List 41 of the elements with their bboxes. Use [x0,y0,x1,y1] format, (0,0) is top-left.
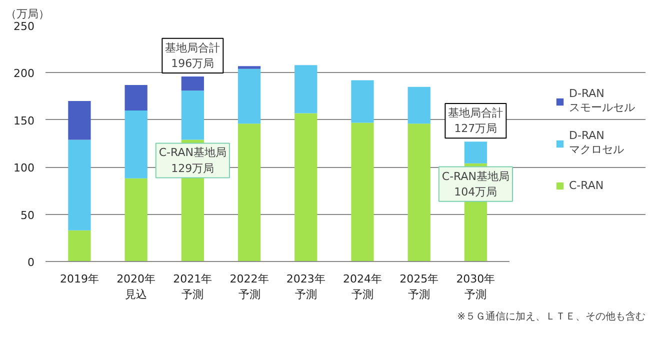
y-tick-label: 100 [14,162,35,175]
bar [68,101,91,140]
x-tick-label: 2023年予測 [286,272,326,302]
x-tick-label: 2019年 [60,272,99,286]
bar [238,66,261,69]
x-tick-label: 2025年予測 [400,272,439,302]
bar [68,140,91,230]
bar [181,76,204,91]
legend-label: C-RAN [569,178,604,194]
bar [294,65,318,114]
bar [408,86,430,124]
bar [351,80,374,123]
bar [408,124,430,262]
y-tick-label: 0 [28,256,34,269]
y-tick-label: 250 [14,20,35,33]
y-tick-label: 200 [14,67,35,80]
annotation: C-RAN基地局104万局 [442,170,510,198]
bar [124,110,148,178]
bar [351,122,374,262]
text: ※５Ｇ通信に加え、ＬＴＥ、その他も含む [457,310,646,322]
y-tick-label: 50 [20,208,35,222]
bar [238,68,261,124]
x-tick-label: 2024年予測 [342,272,382,302]
bar [124,178,148,262]
bar [181,90,204,140]
legend-label: D-RANマクロセル [569,129,624,157]
y-axis-title: （万局） [6,8,50,20]
bar [68,230,91,262]
x-tick-label: 2022年予測 [230,272,269,302]
bar [464,142,488,164]
legend-label: D-RANスモールセル [569,87,635,115]
annotation: C-RAN基地局129万局 [158,146,226,175]
x-tick-label: 2020年見込 [116,272,156,302]
x-tick-label: 2030年予測 [456,272,496,302]
annotation: 基地局合計127万局 [448,106,504,136]
x-tick-label: 2021年予測 [173,272,212,302]
annotation: 基地局合計196万局 [165,41,220,70]
bar [294,113,318,262]
bar [124,84,148,110]
y-tick-label: 150 [14,114,35,128]
bar [238,124,261,262]
